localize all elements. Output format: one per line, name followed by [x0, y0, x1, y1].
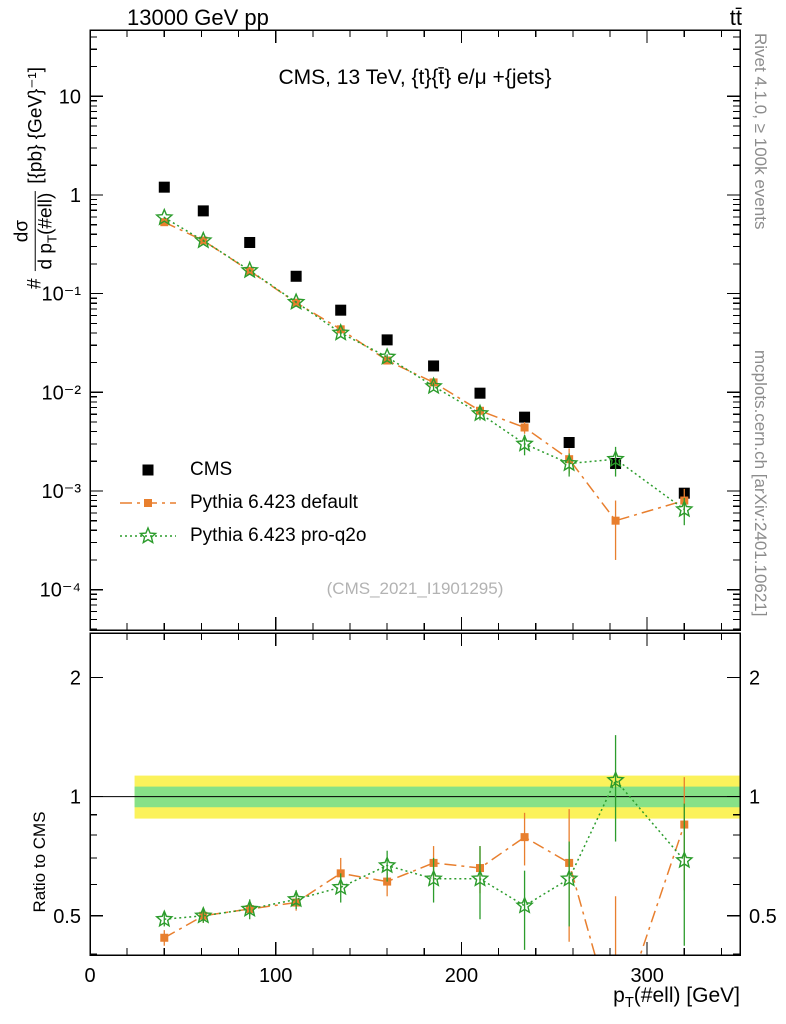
- marker-star: [240, 260, 260, 279]
- y-label-numerator: dσ: [11, 219, 33, 243]
- y-axis-label-ratio: Ratio to CMS: [30, 811, 49, 913]
- series-ratio-line: [163, 824, 686, 955]
- marker-star: [154, 909, 174, 928]
- x-tick-label: 0: [84, 965, 95, 987]
- marker-star: [470, 403, 490, 422]
- y-tick-label: 0.5: [53, 906, 81, 928]
- marker-square: [336, 325, 345, 334]
- legend-item-pythia-proq2o: Pythia 6.423 pro-q2o: [118, 519, 366, 552]
- rivet-version-note: Rivet 4.1.0, ≥ 100k events: [751, 33, 770, 230]
- y-label-denominator: d pT(#ell): [34, 190, 61, 272]
- marker-square: [158, 181, 170, 193]
- process-label: tt̄: [729, 5, 742, 30]
- marker-square: [520, 423, 529, 432]
- y-tick-label: 10: [59, 86, 81, 108]
- marker-star: [515, 895, 534, 914]
- y-tick-label: 10⁻²: [42, 382, 82, 404]
- marker-square: [160, 933, 169, 942]
- cms-data-marker-icon: [142, 464, 154, 475]
- marker-star: [286, 889, 306, 908]
- marker-star: [331, 877, 351, 896]
- legend-label-pythia-default: Pythia 6.423 default: [190, 491, 358, 513]
- marker-star: [193, 230, 213, 249]
- pythia-proq2o-marker-icon: [120, 525, 176, 544]
- x-tick-label: 300: [630, 965, 663, 987]
- legend-label-pythia-proq2o: Pythia 6.423 pro-q2o: [190, 524, 367, 546]
- y-tick-label: 2: [749, 667, 760, 689]
- pythia-default-marker-icon: [120, 498, 176, 507]
- y-tick-label: 1: [70, 787, 81, 809]
- marker-star: [559, 453, 579, 472]
- x-tick-label: 100: [259, 965, 292, 987]
- axis-ticks: 10 1 10⁻¹ 10⁻² 10⁻³ 10⁻⁴ 0.5 0.5 1 1 2 2 0 100 200 300: [40, 30, 777, 987]
- y-tick-label: 0.5: [749, 906, 777, 928]
- legend-label-cms: CMS: [190, 458, 233, 480]
- x-tick-label: 200: [445, 965, 478, 987]
- y-tick-label: 2: [70, 667, 81, 689]
- marker-square: [290, 270, 302, 282]
- marker-star: [606, 770, 625, 789]
- marker-square: [335, 304, 347, 316]
- marker-star: [377, 855, 397, 874]
- marker-star: [331, 323, 351, 341]
- marker-square: [244, 236, 256, 248]
- analysis-id-watermark: (CMS_2021_I1901295): [326, 579, 504, 598]
- marker-star: [377, 347, 397, 365]
- marker-square: [381, 334, 393, 346]
- series-line: [163, 216, 685, 511]
- marker-square: [428, 360, 440, 372]
- series-ratio-line: [164, 778, 685, 920]
- marker-star: [193, 905, 213, 924]
- y-tick-label: 1: [749, 787, 760, 809]
- marker-square: [197, 205, 209, 217]
- marker-square: [144, 498, 152, 507]
- marker-star: [470, 868, 490, 887]
- marker-square: [474, 387, 486, 399]
- beam-energy-label: 13000 GeV pp: [127, 5, 269, 30]
- legend: CMS Pythia 6.423 default Pythia 6.423 pr…: [118, 453, 366, 552]
- y-label-fraction: dσ d pT(#ell): [11, 190, 61, 272]
- marker-star: [674, 499, 694, 518]
- ratio-series: [154, 735, 694, 955]
- y-tick-label: 10⁻⁴: [40, 580, 81, 602]
- mcplots-arxiv-note: mcplots.cern.ch [arXiv:2401.10621]: [751, 350, 770, 617]
- y-tick-label: 10⁻¹: [42, 284, 82, 306]
- marker-star: [674, 850, 694, 869]
- plot-title: CMS, 13 TeV, {t}{t̄} e/μ +{jets}: [278, 66, 552, 89]
- marker-star: [154, 207, 174, 226]
- marker-star: [424, 868, 443, 887]
- y-label-prefix: #: [24, 278, 46, 290]
- marker-square: [520, 833, 529, 842]
- y-label-units: [{pb} {GeV}⁻¹]: [25, 66, 47, 184]
- marker-star: [286, 292, 306, 311]
- y-axis-label-main: # dσ d pT(#ell) [{pb} {GeV}⁻¹]: [12, 67, 61, 289]
- marker-square: [611, 516, 620, 525]
- marker-square: [160, 218, 169, 227]
- marker-square: [142, 464, 154, 475]
- marker-star: [240, 899, 260, 917]
- main-series: [154, 181, 694, 560]
- legend-item-pythia-default: Pythia 6.423 default: [118, 486, 366, 519]
- marker-square: [519, 411, 531, 423]
- marker-star: [559, 868, 579, 887]
- series-line: [163, 221, 685, 522]
- y-tick-label: 1: [70, 185, 81, 207]
- legend-item-cms: CMS: [118, 453, 366, 486]
- x-axis-label: pT(#ell) [GeV]: [613, 984, 740, 1012]
- ratio-panel-frame: [89, 632, 741, 956]
- marker-star: [138, 525, 158, 544]
- marker-square: [563, 437, 575, 449]
- marker-star: [424, 376, 443, 395]
- main-panel-frame: [89, 29, 741, 631]
- marker-star: [606, 449, 625, 468]
- marker-square: [429, 378, 438, 387]
- marker-star: [515, 434, 534, 452]
- y-tick-label: 10⁻³: [42, 481, 82, 503]
